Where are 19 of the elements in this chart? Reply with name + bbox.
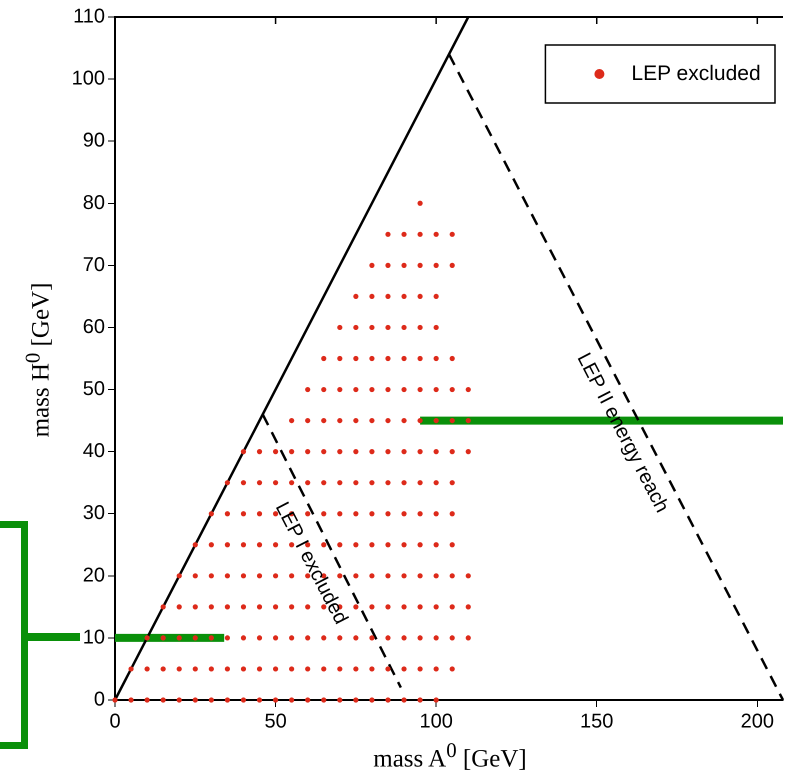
y-tick-label: 90 [82, 130, 105, 152]
x-tick-label: 150 [580, 710, 614, 733]
y-tick-label: 10 [82, 626, 105, 648]
y-tick-label: 0 [94, 688, 105, 711]
y-tick-label: 70 [82, 254, 105, 276]
y-tick-label: 30 [82, 502, 105, 524]
y-tick-label: 100 [72, 68, 105, 90]
y-tick-label: 60 [82, 316, 105, 338]
y-tick-label: 80 [82, 192, 105, 214]
y-tick-label: 20 [82, 564, 105, 586]
y-tick-label: 110 [73, 6, 105, 28]
x-axis-title: mass A$^{0}$ [GeV] [373, 738, 527, 774]
x-tick-label: 0 [109, 710, 121, 733]
y-tick-label: 40 [82, 440, 105, 462]
y-tick-label: 50 [82, 378, 105, 400]
x-tick-label: 200 [740, 710, 774, 733]
legend-label: LEP excluded [631, 62, 761, 85]
x-tick-label: 100 [419, 710, 453, 733]
x-tick-label: 50 [264, 710, 287, 733]
